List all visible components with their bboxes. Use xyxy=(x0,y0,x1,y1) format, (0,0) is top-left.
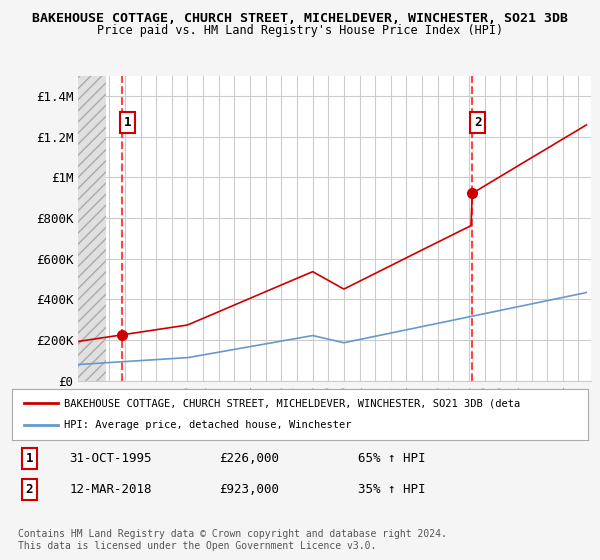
Text: Price paid vs. HM Land Registry's House Price Index (HPI): Price paid vs. HM Land Registry's House … xyxy=(97,24,503,37)
Bar xyxy=(78,76,106,381)
Text: 12-MAR-2018: 12-MAR-2018 xyxy=(70,483,152,496)
Text: 65% ↑ HPI: 65% ↑ HPI xyxy=(358,452,425,465)
Text: BAKEHOUSE COTTAGE, CHURCH STREET, MICHELDEVER, WINCHESTER, SO21 3DB (deta: BAKEHOUSE COTTAGE, CHURCH STREET, MICHEL… xyxy=(64,398,520,408)
Text: HPI: Average price, detached house, Winchester: HPI: Average price, detached house, Winc… xyxy=(64,421,352,431)
Text: 2: 2 xyxy=(474,116,481,129)
Text: £923,000: £923,000 xyxy=(220,483,280,496)
Text: 31-OCT-1995: 31-OCT-1995 xyxy=(70,452,152,465)
Text: 1: 1 xyxy=(124,116,131,129)
Text: BAKEHOUSE COTTAGE, CHURCH STREET, MICHELDEVER, WINCHESTER, SO21 3DB: BAKEHOUSE COTTAGE, CHURCH STREET, MICHEL… xyxy=(32,12,568,25)
Text: Contains HM Land Registry data © Crown copyright and database right 2024.
This d: Contains HM Land Registry data © Crown c… xyxy=(18,529,447,551)
Text: 35% ↑ HPI: 35% ↑ HPI xyxy=(358,483,425,496)
Text: 1: 1 xyxy=(26,452,33,465)
Text: 2: 2 xyxy=(26,483,33,496)
Text: £226,000: £226,000 xyxy=(220,452,280,465)
